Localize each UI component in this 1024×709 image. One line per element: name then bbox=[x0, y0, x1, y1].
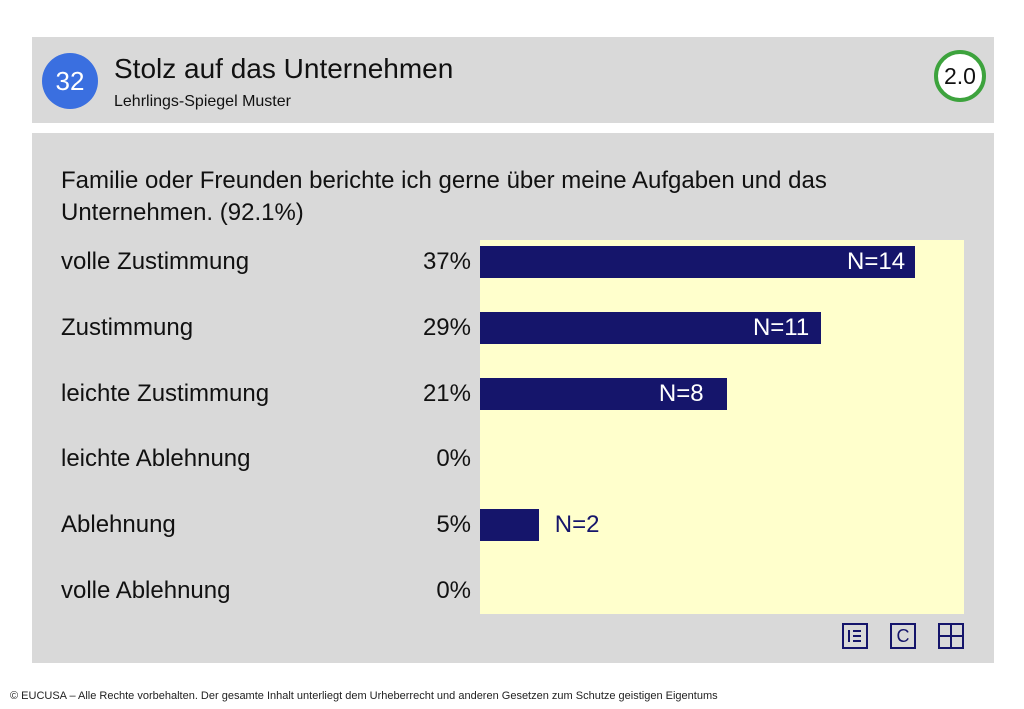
header-bar: 32 Stolz auf das Unternehmen Lehrlings-S… bbox=[32, 37, 994, 123]
bar bbox=[480, 377, 727, 410]
version-badge: 2.0 bbox=[934, 50, 986, 102]
page-subtitle: Lehrlings-Spiegel Muster bbox=[114, 93, 291, 110]
bar bbox=[480, 509, 539, 542]
copyright-footer: © EUCUSA – Alle Rechte vorbehalten. Der … bbox=[10, 690, 718, 702]
page-title: Stolz auf das Unternehmen bbox=[114, 53, 454, 84]
n-count-label: N=14 bbox=[847, 248, 906, 275]
slide-number-badge: 32 bbox=[42, 53, 98, 109]
n-count-label: N=11 bbox=[752, 313, 810, 341]
bar bbox=[480, 311, 821, 344]
category-label: leichte Ablehnung bbox=[61, 445, 251, 473]
plot-area: N=14 N=11 N=8 N=2 bbox=[480, 240, 964, 614]
category-label: volle Zustimmung bbox=[61, 248, 250, 275]
percent-label: 0% bbox=[436, 445, 471, 473]
category-row: Zustimmung 29% bbox=[61, 314, 481, 344]
n-count-label: N=8 bbox=[658, 379, 704, 407]
n-count-label: N=2 bbox=[554, 511, 600, 539]
percent-label: 5% bbox=[436, 511, 471, 539]
category-row: leichte Ablehnung 0% bbox=[61, 445, 481, 475]
category-label: Zustimmung bbox=[61, 313, 194, 341]
chart-panel: Familie oder Freunden berichte ich gerne… bbox=[32, 133, 994, 663]
category-label: leichte Zustimmung bbox=[61, 379, 270, 407]
category-label: volle Ablehnung bbox=[61, 577, 231, 604]
category-row: leichte Zustimmung 21% bbox=[61, 380, 481, 410]
percent-label: 37% bbox=[422, 248, 471, 275]
percent-label: 21% bbox=[422, 379, 471, 407]
question-text: Familie oder Freunden berichte ich gerne… bbox=[61, 167, 827, 226]
percent-label: 29% bbox=[422, 313, 471, 341]
list-icon[interactable] bbox=[842, 623, 868, 649]
copyright-icon-letter: C bbox=[896, 625, 910, 646]
bar bbox=[480, 246, 915, 278]
category-row: volle Ablehnung 0% bbox=[61, 577, 481, 607]
category-label: Ablehnung bbox=[61, 511, 176, 539]
percent-label: 0% bbox=[436, 577, 471, 604]
copyright-icon[interactable]: C bbox=[890, 623, 916, 649]
category-row: Ablehnung 5% bbox=[61, 511, 481, 541]
category-row: volle Zustimmung 37% bbox=[61, 248, 481, 278]
grid-icon[interactable] bbox=[938, 623, 964, 649]
